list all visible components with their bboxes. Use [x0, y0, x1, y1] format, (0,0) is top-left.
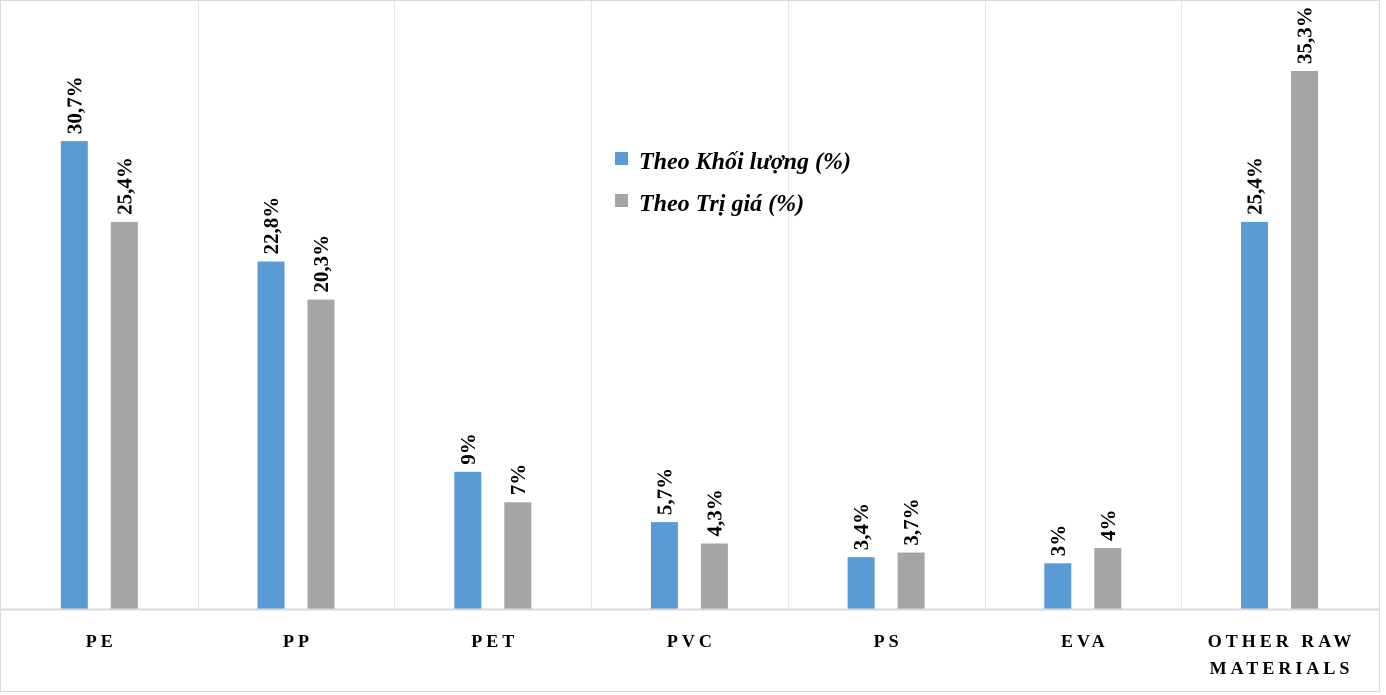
legend-swatch-weight	[615, 152, 628, 165]
category-label: PVC	[667, 631, 716, 651]
bar-weight-pe[interactable]	[60, 141, 88, 609]
data-label: 4%	[1096, 510, 1120, 542]
legend-swatch-value	[615, 194, 628, 207]
bar-weight-pet[interactable]	[454, 471, 482, 609]
category-label: PS	[874, 631, 903, 651]
category-label: PP	[283, 631, 313, 651]
data-label: 5,7%	[652, 468, 676, 515]
grid-lines	[198, 1, 1182, 609]
bar-weight-eva[interactable]	[1044, 563, 1072, 609]
bar-value-pvc[interactable]	[700, 543, 728, 610]
data-label: 20,3%	[309, 235, 333, 293]
data-label: 7%	[506, 464, 530, 496]
bar-value-ps[interactable]	[897, 552, 925, 609]
category-label: MATERIALS	[1210, 658, 1354, 678]
category-label: EVA	[1061, 631, 1109, 651]
bar-value-pp[interactable]	[307, 299, 335, 609]
data-label: 35,3%	[1293, 6, 1317, 64]
legend-label-value: Theo Trị giá (%)	[639, 191, 804, 217]
bar-value-other-raw-materials[interactable]	[1291, 71, 1318, 609]
bar-weight-ps[interactable]	[847, 557, 875, 609]
bar-value-pe[interactable]	[110, 221, 138, 609]
category-label: PE	[86, 631, 117, 651]
bar-value-eva[interactable]	[1094, 548, 1122, 609]
data-label: 3%	[1046, 525, 1070, 557]
bar-weight-pvc[interactable]	[650, 522, 678, 609]
data-labels: 30,7% 25,4% 22,8% 20,3% 9% 7% 5,7% 4,3% 3,4% 3,7%…	[62, 6, 1316, 556]
category-label: PET	[471, 631, 518, 651]
bar-value-pet[interactable]	[504, 502, 532, 609]
legend-item-weight[interactable]: Theo Khối lượng (%)	[615, 149, 851, 175]
legend-item-value[interactable]: Theo Trị giá (%)	[615, 191, 804, 217]
bar-weight-other-raw-materials[interactable]	[1241, 221, 1268, 609]
legend-label-weight: Theo Khối lượng (%)	[639, 149, 851, 175]
data-label: 25,4%	[1243, 157, 1267, 215]
data-label: 4,3%	[702, 489, 726, 536]
x-axis: PE PP PET PVC PS EVA OTHER RAW MATERIALS	[1, 608, 1379, 678]
data-label: 22,8%	[259, 197, 283, 255]
category-label: OTHER RAW	[1208, 631, 1356, 651]
data-label: 3,7%	[899, 498, 923, 545]
data-label: 30,7%	[62, 76, 86, 134]
bars	[60, 71, 1318, 610]
data-label: 9%	[456, 433, 480, 465]
data-label: 25,4%	[112, 157, 136, 215]
legend: Theo Khối lượng (%) Theo Trị giá (%)	[615, 149, 851, 217]
bar-weight-pp[interactable]	[257, 261, 285, 610]
data-label: 3,4%	[849, 503, 873, 550]
